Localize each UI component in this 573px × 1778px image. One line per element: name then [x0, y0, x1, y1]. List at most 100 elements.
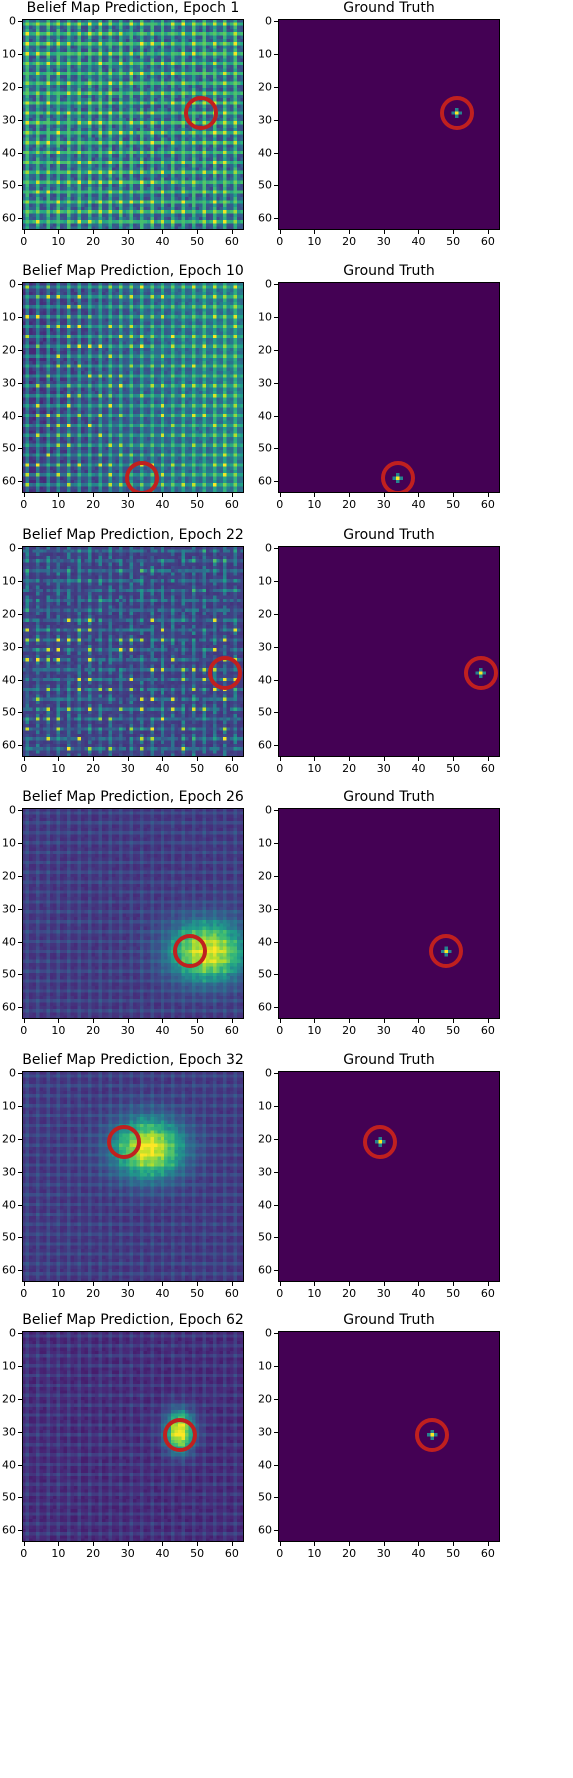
x-tick-mark — [453, 493, 455, 497]
y-tick-label: 60 — [258, 1523, 272, 1537]
y-tick-label: 60 — [2, 211, 16, 225]
y-tick-label: 40 — [258, 935, 272, 949]
x-tick-label: 20 — [86, 762, 101, 775]
ground-truth-panel-1 — [278, 19, 500, 230]
x-tick-mark — [162, 757, 164, 761]
y-tick-label: 40 — [2, 673, 16, 687]
y-tick-label: 40 — [258, 409, 272, 423]
y-tick-label: 30 — [2, 640, 16, 654]
x-tick-label: 60 — [480, 1287, 495, 1300]
x-tick-label: 20 — [342, 1547, 357, 1560]
x-tick-label: 60 — [224, 1547, 239, 1560]
x-tick-mark — [279, 1542, 281, 1546]
y-tick-label: 60 — [258, 738, 272, 752]
ground-truth-panel-6 — [278, 1331, 500, 1542]
y-tick-label: 60 — [258, 1000, 272, 1014]
y-tick-label: 10 — [258, 574, 272, 588]
y-tick-label: 30 — [2, 1165, 16, 1179]
x-tick-mark — [383, 493, 385, 497]
x-tick-label: 0 — [20, 498, 28, 511]
x-tick-label: 60 — [224, 498, 239, 511]
x-tick-label: 40 — [155, 1287, 170, 1300]
y-tick-label: 10 — [2, 47, 16, 61]
y-tick-mark — [18, 1398, 22, 1400]
y-tick-mark — [18, 415, 22, 417]
y-tick-label: 0 — [265, 803, 272, 817]
x-tick-label: 10 — [51, 498, 66, 511]
x-tick-label: 50 — [190, 235, 205, 248]
y-tick-label: 30 — [258, 640, 272, 654]
y-tick-mark — [274, 712, 278, 714]
y-tick-label: 10 — [2, 836, 16, 850]
heatmap-image — [22, 546, 244, 757]
x-tick-mark — [349, 1542, 351, 1546]
y-tick-label: 10 — [2, 310, 16, 324]
y-tick-mark — [274, 809, 278, 811]
target-marker — [363, 1124, 398, 1159]
x-tick-mark — [418, 1019, 420, 1023]
x-tick-mark — [487, 230, 489, 234]
x-tick-label: 40 — [155, 1024, 170, 1037]
y-tick-mark — [274, 448, 278, 450]
y-tick-label: 40 — [2, 1198, 16, 1212]
x-tick-label: 30 — [376, 1547, 391, 1560]
y-tick-label: 60 — [2, 1263, 16, 1277]
y-tick-label: 0 — [9, 803, 16, 817]
x-tick-label: 60 — [480, 235, 495, 248]
x-tick-mark — [349, 1282, 351, 1286]
y-tick-label: 20 — [2, 1132, 16, 1146]
x-tick-label: 20 — [342, 1024, 357, 1037]
y-tick-mark — [274, 1105, 278, 1107]
x-tick-label: 50 — [446, 1547, 461, 1560]
x-tick-label: 20 — [86, 1287, 101, 1300]
x-tick-mark — [127, 230, 129, 234]
x-tick-label: 10 — [307, 1024, 322, 1037]
target-marker — [183, 95, 218, 130]
y-tick-mark — [18, 349, 22, 351]
x-tick-mark — [279, 493, 281, 497]
y-tick-label: 0 — [265, 277, 272, 291]
x-tick-mark — [58, 1282, 60, 1286]
x-tick-mark — [453, 230, 455, 234]
x-tick-label: 50 — [446, 1287, 461, 1300]
x-tick-label: 30 — [120, 235, 135, 248]
y-tick-label: 0 — [265, 1066, 272, 1080]
x-tick-label: 40 — [155, 1547, 170, 1560]
y-tick-label: 40 — [2, 146, 16, 160]
y-tick-label: 20 — [258, 80, 272, 94]
y-tick-mark — [18, 1171, 22, 1173]
y-tick-mark — [274, 547, 278, 549]
y-tick-mark — [274, 646, 278, 648]
y-tick-mark — [18, 218, 22, 220]
y-tick-mark — [18, 1105, 22, 1107]
x-tick-mark — [453, 757, 455, 761]
x-tick-mark — [93, 493, 95, 497]
x-tick-mark — [349, 493, 351, 497]
y-tick-label: 0 — [9, 541, 16, 555]
y-tick-label: 20 — [2, 607, 16, 621]
y-tick-label: 40 — [258, 673, 272, 687]
x-tick-label: 60 — [480, 762, 495, 775]
y-tick-label: 40 — [258, 1458, 272, 1472]
x-tick-label: 50 — [446, 1024, 461, 1037]
target-marker — [463, 655, 498, 690]
x-tick-label: 30 — [120, 1547, 135, 1560]
x-tick-mark — [127, 757, 129, 761]
y-tick-mark — [274, 218, 278, 220]
y-tick-label: 40 — [2, 409, 16, 423]
panel-title: Ground Truth — [343, 1312, 435, 1328]
x-tick-mark — [418, 230, 420, 234]
panel-title: Belief Map Prediction, Epoch 32 — [22, 1052, 244, 1068]
y-tick-mark — [18, 809, 22, 811]
y-tick-label: 0 — [265, 14, 272, 28]
x-tick-mark — [127, 1282, 129, 1286]
x-tick-label: 0 — [276, 498, 284, 511]
y-tick-mark — [18, 1530, 22, 1532]
panel-title: Ground Truth — [343, 789, 435, 805]
y-tick-label: 0 — [265, 1326, 272, 1340]
x-tick-label: 10 — [51, 1024, 66, 1037]
y-tick-mark — [274, 745, 278, 747]
x-tick-mark — [349, 230, 351, 234]
x-tick-mark — [197, 1019, 199, 1023]
y-tick-mark — [18, 1204, 22, 1206]
